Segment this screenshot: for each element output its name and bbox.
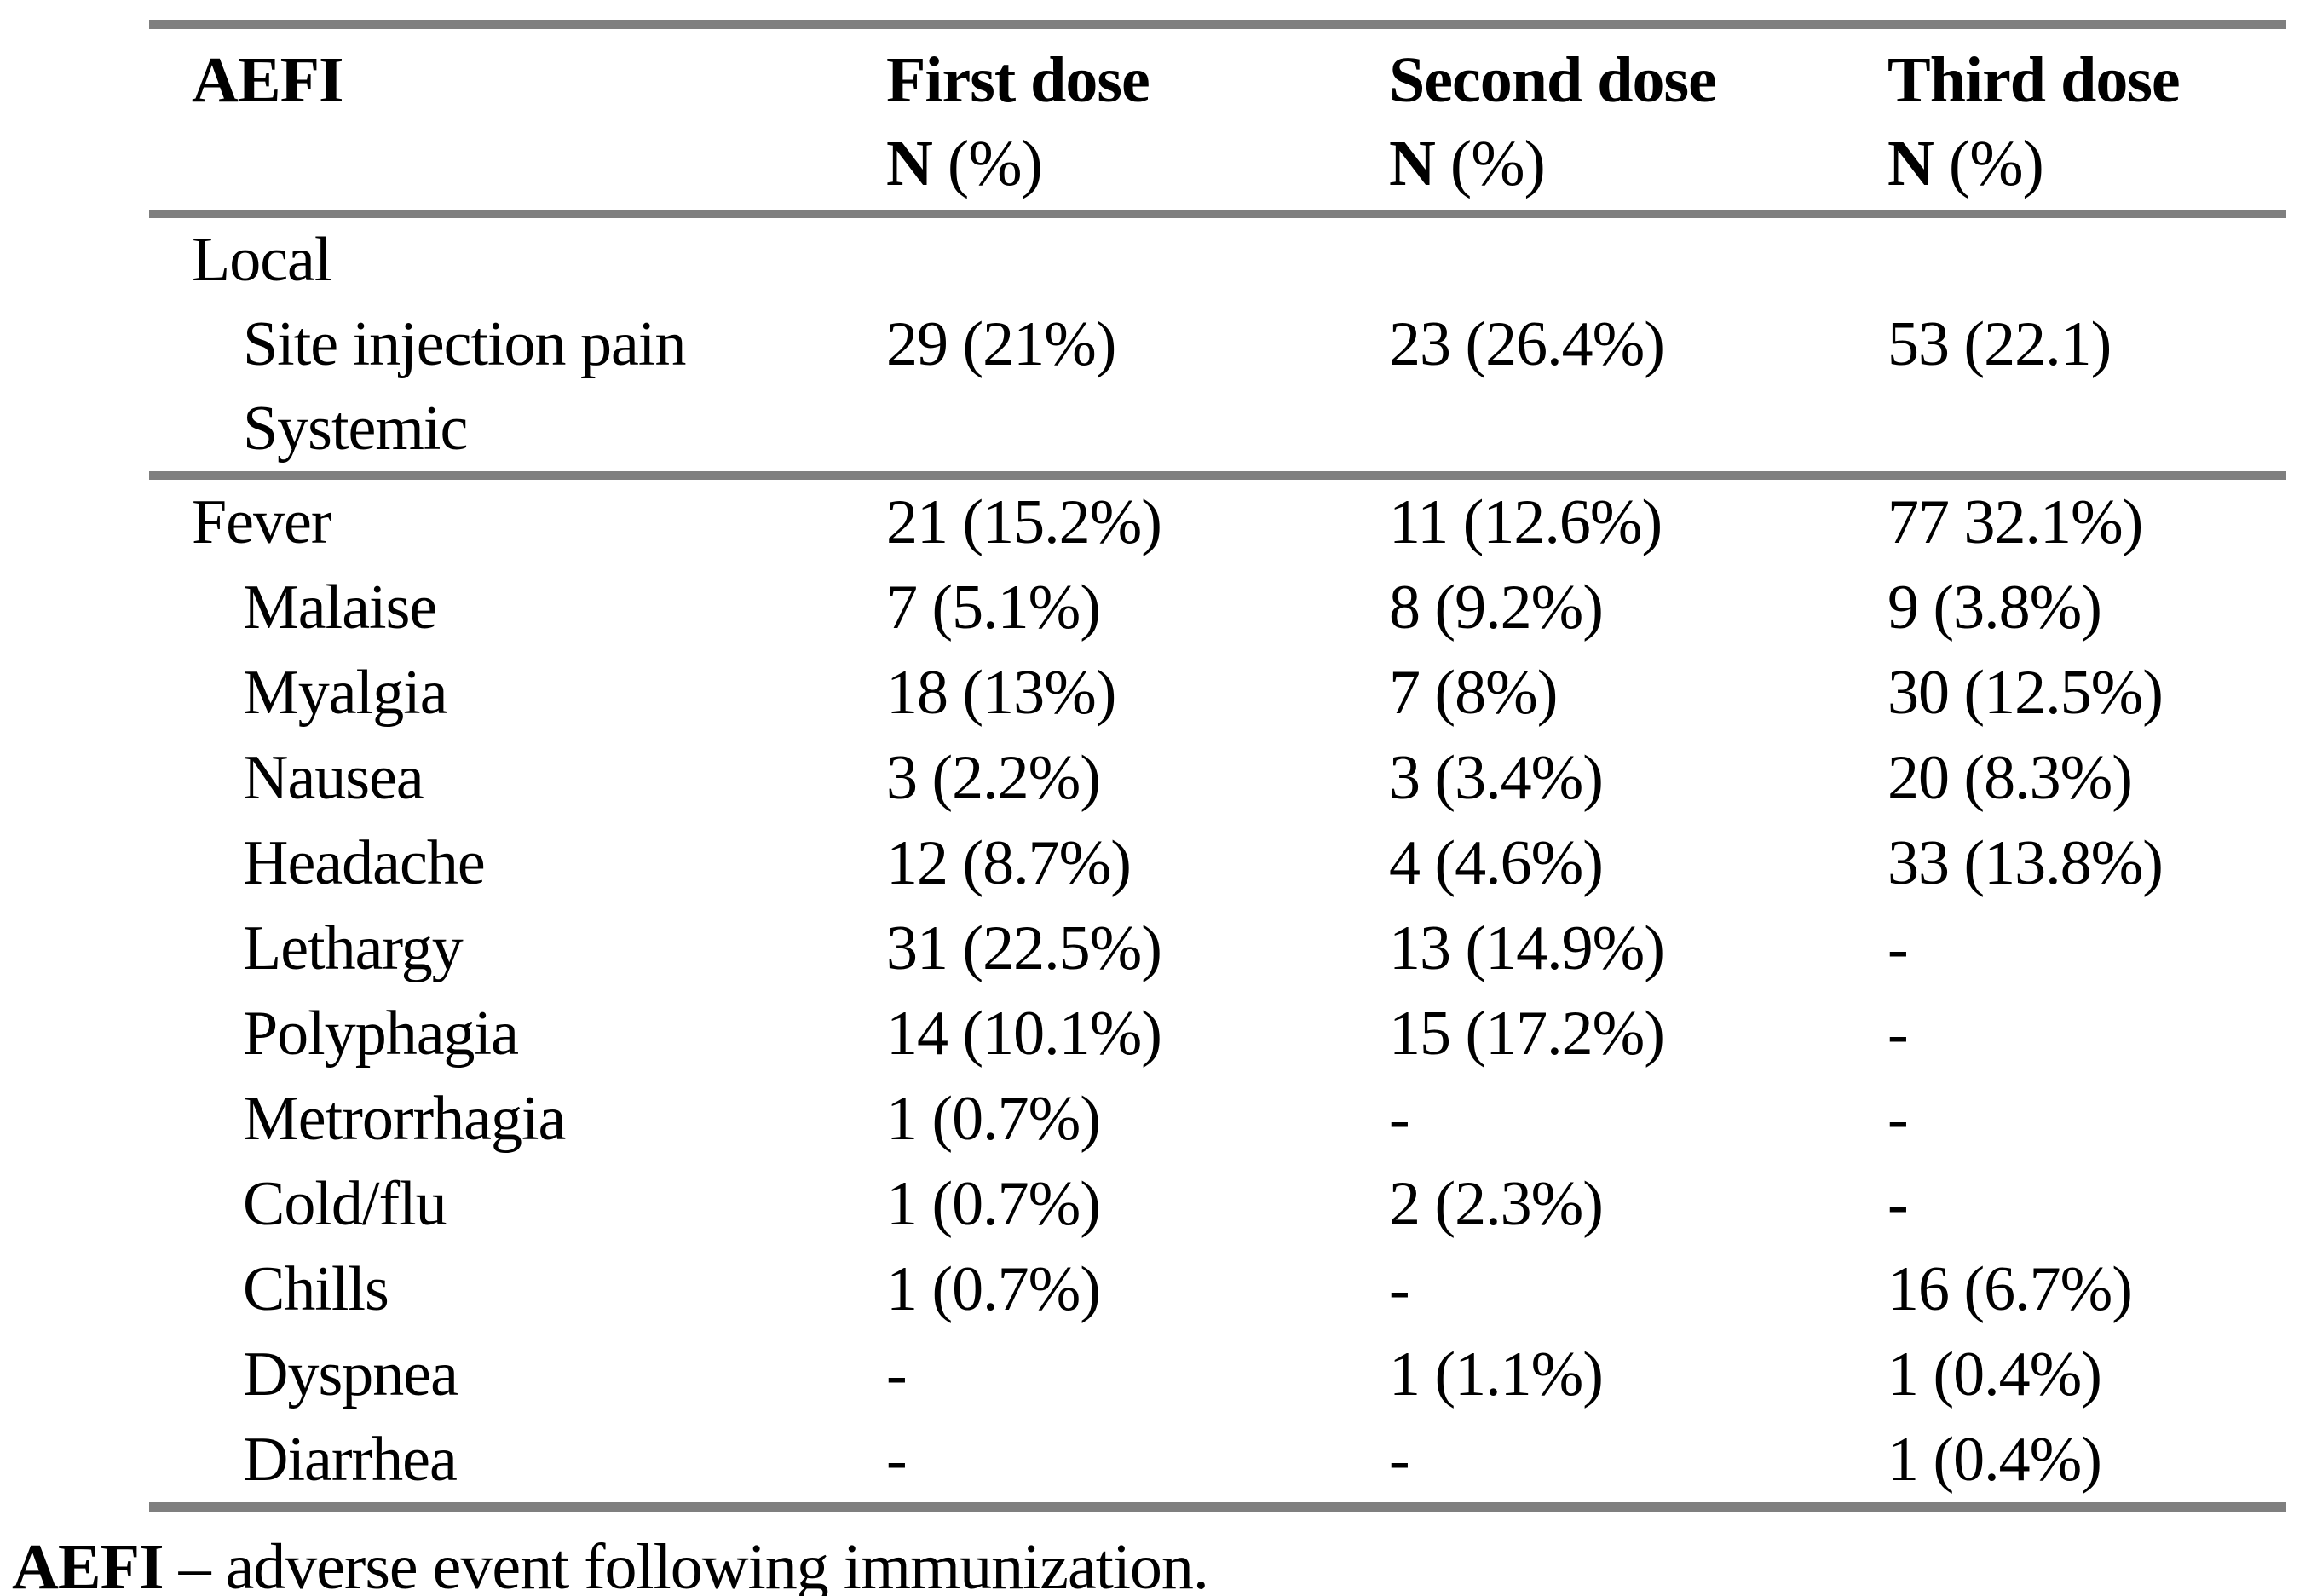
cell-third-dose: 1 (0.4%) [1887, 1340, 2102, 1409]
cell-first-dose: 18 (13%) [886, 658, 1116, 728]
row-label: Lethargy [243, 913, 464, 983]
row-label: Diarrhea [243, 1425, 458, 1495]
cell-first-dose: 12 (8.7%) [886, 828, 1132, 898]
cell-first-dose: 1 (0.7%) [886, 1169, 1101, 1239]
table-row: Lethargy 31 (22.5%) 13 (14.9%) - [149, 906, 2286, 991]
column-header-first-dose: First dose [886, 44, 1150, 116]
cell-second-dose: 1 (1.1%) [1389, 1340, 1604, 1409]
row-label: Metrorrhagia [243, 1084, 566, 1154]
cell-second-dose: 2 (2.3%) [1389, 1169, 1604, 1239]
cell-first-dose: 3 (2.2%) [886, 743, 1101, 813]
row-label: Myalgia [243, 658, 448, 728]
cell-first-dose: 7 (5.1%) [886, 573, 1101, 642]
table-rule-header-divider [149, 210, 2286, 218]
cell-first-dose: 1 (0.7%) [886, 1254, 1101, 1324]
row-label: Local [192, 225, 331, 295]
row-label: Systemic [243, 394, 468, 464]
table-row: Nausea 3 (2.2%) 3 (3.4%) 20 (8.3%) [149, 735, 2286, 821]
cell-third-dose: 16 (6.7%) [1887, 1254, 2133, 1324]
cell-third-dose: - [1887, 1169, 1909, 1239]
row-label: Cold/flu [243, 1169, 447, 1239]
table-rule-top [149, 20, 2286, 29]
cell-third-dose: 1 (0.4%) [1887, 1425, 2102, 1495]
cell-third-dose: 9 (3.8%) [1887, 573, 2102, 642]
row-label: Malaise [243, 573, 437, 642]
row-label: Nausea [243, 743, 424, 813]
table-row: Diarrhea - - 1 (0.4%) [149, 1417, 2286, 1502]
cell-first-dose: 31 (22.5%) [886, 913, 1162, 983]
cell-third-dose: 20 (8.3%) [1887, 743, 2133, 813]
table-row: Fever 21 (15.2%) 11 (12.6%) 77 32.1%) [149, 480, 2286, 565]
cell-second-dose: 13 (14.9%) [1389, 913, 1665, 983]
column-subheader-second-dose: N (%) [1389, 126, 1887, 201]
table-row: Site injection pain 29 (21%) 23 (26.4%) … [149, 302, 2286, 387]
cell-second-dose: 8 (9.2%) [1389, 573, 1604, 642]
row-label: Site injection pain [243, 309, 686, 379]
row-label: Headache [243, 828, 486, 898]
aefi-table: AEFI First dose Second dose Third dose N… [149, 20, 2286, 1512]
column-header-aefi: AEFI [192, 44, 344, 116]
n-label: N [1887, 128, 1934, 199]
cell-first-dose: 1 (0.7%) [886, 1084, 1101, 1154]
table-row: Dyspnea - 1 (1.1%) 1 (0.4%) [149, 1332, 2286, 1417]
row-label: Polyphagia [243, 999, 519, 1069]
cell-third-dose: - [1887, 999, 1909, 1069]
cell-first-dose: 21 (15.2%) [886, 487, 1162, 557]
table-row: Chills 1 (0.7%) - 16 (6.7%) [149, 1247, 2286, 1332]
row-label: Fever [192, 487, 332, 557]
row-label: Chills [243, 1254, 389, 1324]
row-label: Dyspnea [243, 1340, 458, 1409]
n-label: N [886, 128, 933, 199]
table-rule-section-divider [149, 471, 2286, 480]
column-subheader-first-dose: N (%) [886, 126, 1389, 201]
table-row: Polyphagia 14 (10.1%) 15 (17.2%) - [149, 991, 2286, 1076]
cell-third-dose: 53 (22.1) [1887, 309, 2112, 379]
cell-first-dose: 14 (10.1%) [886, 999, 1162, 1069]
column-header-second-dose: Second dose [1389, 44, 1717, 116]
pct-label: (%) [1933, 128, 2044, 199]
cell-third-dose: - [1887, 913, 1909, 983]
cell-third-dose: - [1887, 1084, 1909, 1154]
cell-third-dose: 30 (12.5%) [1887, 658, 2164, 728]
column-subheader-third-dose: N (%) [1887, 126, 2286, 201]
cell-first-dose: - [886, 1425, 908, 1495]
cell-second-dose: - [1389, 1425, 1410, 1495]
footnote-abbreviation: AEFI [12, 1531, 164, 1596]
table-footnote: AEFI – adverse event following immunizat… [12, 1527, 2311, 1596]
cell-first-dose: - [886, 1340, 908, 1409]
table-rule-bottom [149, 1502, 2286, 1512]
cell-second-dose: 3 (3.4%) [1389, 743, 1604, 813]
cell-second-dose: 4 (4.6%) [1389, 828, 1604, 898]
cell-third-dose: 33 (13.8%) [1887, 828, 2164, 898]
table-row: Systemic [149, 387, 2286, 471]
cell-second-dose: 11 (12.6%) [1389, 487, 1663, 557]
cell-first-dose: 29 (21%) [886, 309, 1116, 379]
table-row: Local [149, 218, 2286, 302]
cell-second-dose: 7 (8%) [1389, 658, 1558, 728]
n-label: N [1389, 128, 1436, 199]
cell-second-dose: - [1389, 1084, 1410, 1154]
table-header: AEFI First dose Second dose Third dose N… [149, 29, 2286, 210]
pct-label: (%) [931, 128, 1043, 199]
table-row: Myalgia 18 (13%) 7 (8%) 30 (12.5%) [149, 650, 2286, 735]
cell-second-dose: - [1389, 1254, 1410, 1324]
table-row: Malaise 7 (5.1%) 8 (9.2%) 9 (3.8%) [149, 565, 2286, 650]
pct-label: (%) [1434, 128, 1546, 199]
table-row: Cold/flu 1 (0.7%) 2 (2.3%) - [149, 1161, 2286, 1247]
table-row: Headache 12 (8.7%) 4 (4.6%) 33 (13.8%) [149, 821, 2286, 906]
table-section-local: Local Site injection pain 29 (21%) 23 (2… [149, 218, 2286, 471]
footnote-text: – adverse event following immunization. [163, 1531, 1209, 1596]
table-section-systemic: Fever 21 (15.2%) 11 (12.6%) 77 32.1%) Ma… [149, 480, 2286, 1502]
cell-second-dose: 23 (26.4%) [1389, 309, 1665, 379]
column-header-third-dose: Third dose [1887, 44, 2181, 116]
cell-third-dose: 77 32.1%) [1887, 487, 2143, 557]
cell-second-dose: 15 (17.2%) [1389, 999, 1665, 1069]
table-row: Metrorrhagia 1 (0.7%) - - [149, 1076, 2286, 1161]
